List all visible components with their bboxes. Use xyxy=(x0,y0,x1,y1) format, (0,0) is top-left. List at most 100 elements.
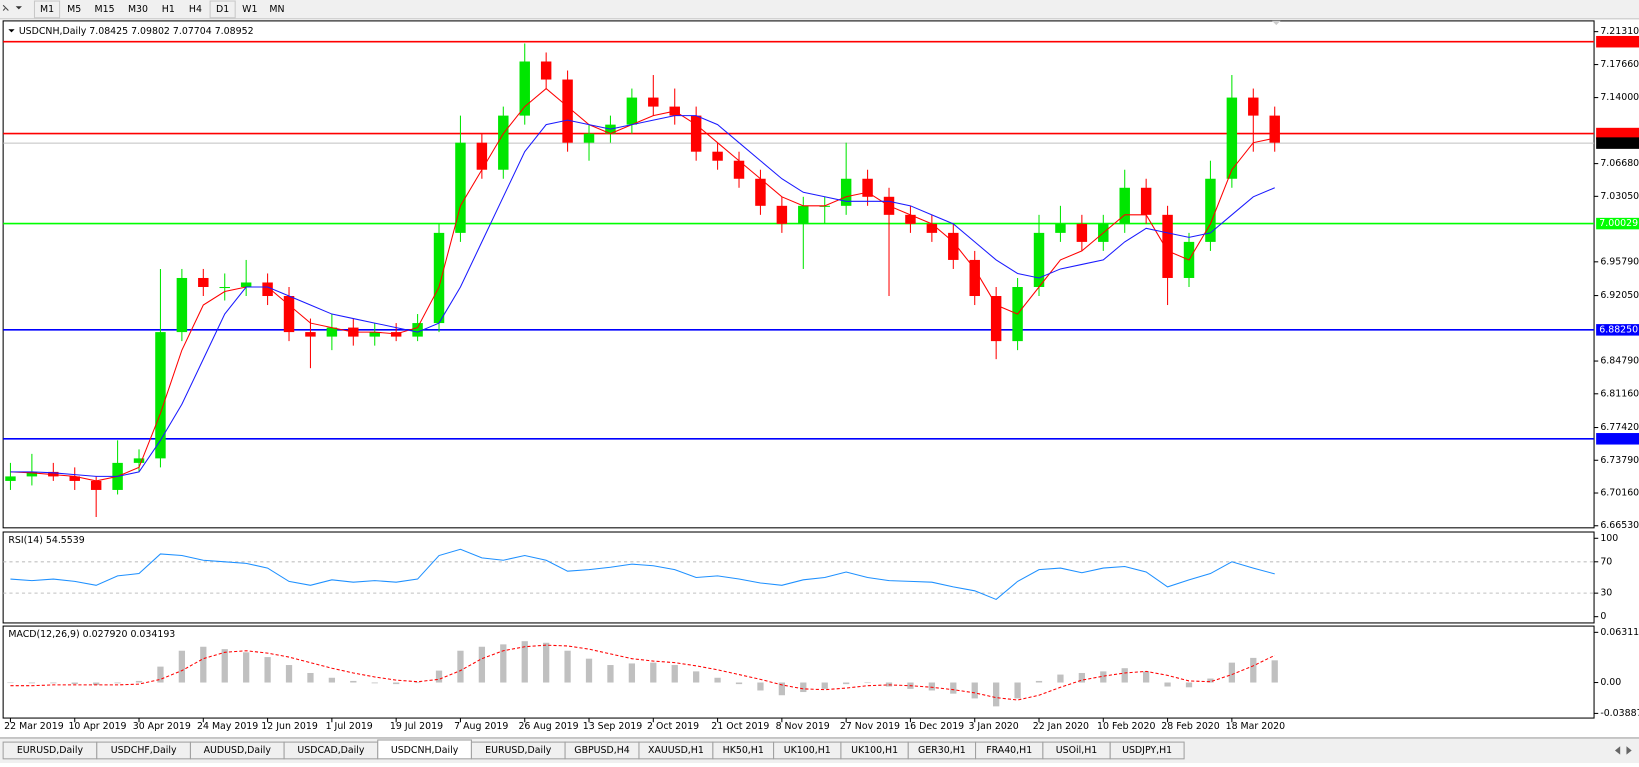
timeframe-label[interactable]: W1 xyxy=(242,4,257,15)
tab-label[interactable]: XAUUSD,H1 xyxy=(648,745,704,756)
timeframe-button[interactable] xyxy=(237,1,263,18)
tool-icon[interactable] xyxy=(2,4,9,11)
candle-body xyxy=(5,476,16,481)
macd-bar xyxy=(350,680,357,683)
candle-body xyxy=(862,178,873,197)
timeframe-label[interactable]: M30 xyxy=(128,4,148,15)
candle-body xyxy=(626,97,638,125)
tab-label[interactable]: USDJPY,H1 xyxy=(1122,745,1172,756)
macd-bar xyxy=(1078,672,1086,683)
macd-title: MACD(12,26,9) 0.027920 0.034193 xyxy=(8,629,175,640)
candle-body xyxy=(1076,223,1088,242)
tab[interactable] xyxy=(1109,741,1185,760)
candle-body xyxy=(90,480,102,490)
timeframe-button[interactable] xyxy=(209,0,236,19)
macd-signal xyxy=(10,644,1275,701)
y-tick-label: 0.063113 xyxy=(1600,627,1639,638)
candle-body xyxy=(990,296,1002,342)
tab-label[interactable]: UK100,H1 xyxy=(851,745,898,756)
y-tick-label: 6.77420 xyxy=(1600,422,1639,433)
timeframe-label[interactable]: M15 xyxy=(94,4,114,15)
candle-body xyxy=(240,282,252,287)
y-tick-label: 7.06680 xyxy=(1600,158,1639,169)
timeframe-button[interactable] xyxy=(182,1,209,18)
candle-body xyxy=(433,232,445,324)
main-window xyxy=(2,20,1595,529)
tab-label[interactable]: AUDUSD,Daily xyxy=(204,745,272,756)
tab-label[interactable]: HK50,H1 xyxy=(723,745,764,756)
x-tick-label: 22 Mar 2019 xyxy=(4,721,64,732)
x-tick-label: 8 Nov 2019 xyxy=(776,721,830,732)
level-price-label: 6.88250 xyxy=(1599,324,1638,335)
macd-bar xyxy=(735,682,743,685)
candle-body xyxy=(926,223,938,233)
macd-bar xyxy=(28,682,36,684)
candle-body xyxy=(326,327,338,337)
tool-dropdown[interactable] xyxy=(15,6,22,10)
tab-label[interactable]: USDCHF,Daily xyxy=(111,745,177,756)
timeframe-label[interactable]: M5 xyxy=(67,4,81,15)
timeframe-label[interactable]: MN xyxy=(269,4,284,15)
moving-average xyxy=(10,115,1275,477)
timeframe-label[interactable]: H4 xyxy=(189,4,202,15)
timeframe-label[interactable]: H1 xyxy=(162,4,175,15)
timeframe-label[interactable]: D1 xyxy=(216,4,229,15)
macd-bar xyxy=(457,650,464,683)
tab-label[interactable]: USDCAD,Daily xyxy=(297,745,364,756)
macd-bar xyxy=(1271,660,1278,683)
timeframe-button[interactable] xyxy=(88,1,121,18)
macd-bar xyxy=(157,666,164,683)
y-tick-label: 6.81160 xyxy=(1600,388,1639,399)
macd-bar xyxy=(1100,671,1107,683)
tab-label[interactable]: GBPUSD,H4 xyxy=(574,745,629,756)
y-tick-label: 7.17660 xyxy=(1600,59,1639,70)
macd-bar xyxy=(1207,678,1214,683)
x-tick-label: 22 Jan 2020 xyxy=(1033,721,1089,732)
tab-label[interactable]: EURUSD,Daily xyxy=(485,745,552,756)
x-tick-label: 1 Jul 2019 xyxy=(326,721,373,732)
y-tick-label: 6.92050 xyxy=(1600,290,1639,301)
macd-bar xyxy=(93,682,100,685)
macd-bar xyxy=(757,682,764,691)
candle-body xyxy=(198,277,209,287)
timeframe-button[interactable] xyxy=(155,1,181,18)
y-tick-label: 70 xyxy=(1600,556,1612,567)
tab-label[interactable]: USDCNH,Daily xyxy=(391,745,459,756)
timeframe-button[interactable] xyxy=(122,1,154,18)
tab-scroll[interactable] xyxy=(1614,746,1632,755)
macd-bar xyxy=(1250,657,1257,683)
macd-bar xyxy=(478,646,486,683)
candle-body xyxy=(519,61,530,116)
macd-bar xyxy=(50,682,57,684)
candle-body xyxy=(798,205,809,224)
y-tick-label: 6.84790 xyxy=(1600,356,1639,367)
timeframe-button[interactable] xyxy=(264,1,290,18)
x-tick-label: 24 May 2019 xyxy=(197,721,258,732)
timeframe-button[interactable] xyxy=(33,0,61,19)
candle-body xyxy=(1162,214,1173,278)
candle-body xyxy=(905,214,916,224)
macd-bar xyxy=(693,671,700,683)
y-tick-label: 6.70160 xyxy=(1600,488,1639,499)
tab-label[interactable]: EURUSD,Daily xyxy=(17,745,84,756)
timeframe-button[interactable] xyxy=(61,1,87,18)
candle-body xyxy=(562,79,573,143)
y-tick-label: 30 xyxy=(1600,588,1612,599)
candle-body xyxy=(176,277,188,333)
x-tick-label: 10 Apr 2019 xyxy=(68,721,126,732)
x-tick-label: 28 Feb 2020 xyxy=(1161,721,1219,732)
moving-average xyxy=(10,87,1275,482)
rsi-title: RSI(14) 54.5539 xyxy=(8,535,84,546)
x-tick-label: 7 Aug 2019 xyxy=(454,721,508,732)
macd-bar xyxy=(114,682,121,684)
timeframe-label[interactable]: M1 xyxy=(40,4,54,15)
tab-label[interactable]: FRA40,H1 xyxy=(986,745,1032,756)
tab-label[interactable]: GER30,H1 xyxy=(918,745,966,756)
candle-body xyxy=(455,142,466,233)
tab-label[interactable]: UK100,H1 xyxy=(784,745,831,756)
macd-bar xyxy=(71,682,78,685)
candle-body xyxy=(369,332,380,337)
tab-label[interactable]: USOil,H1 xyxy=(1056,745,1097,756)
candle-body xyxy=(283,296,295,333)
